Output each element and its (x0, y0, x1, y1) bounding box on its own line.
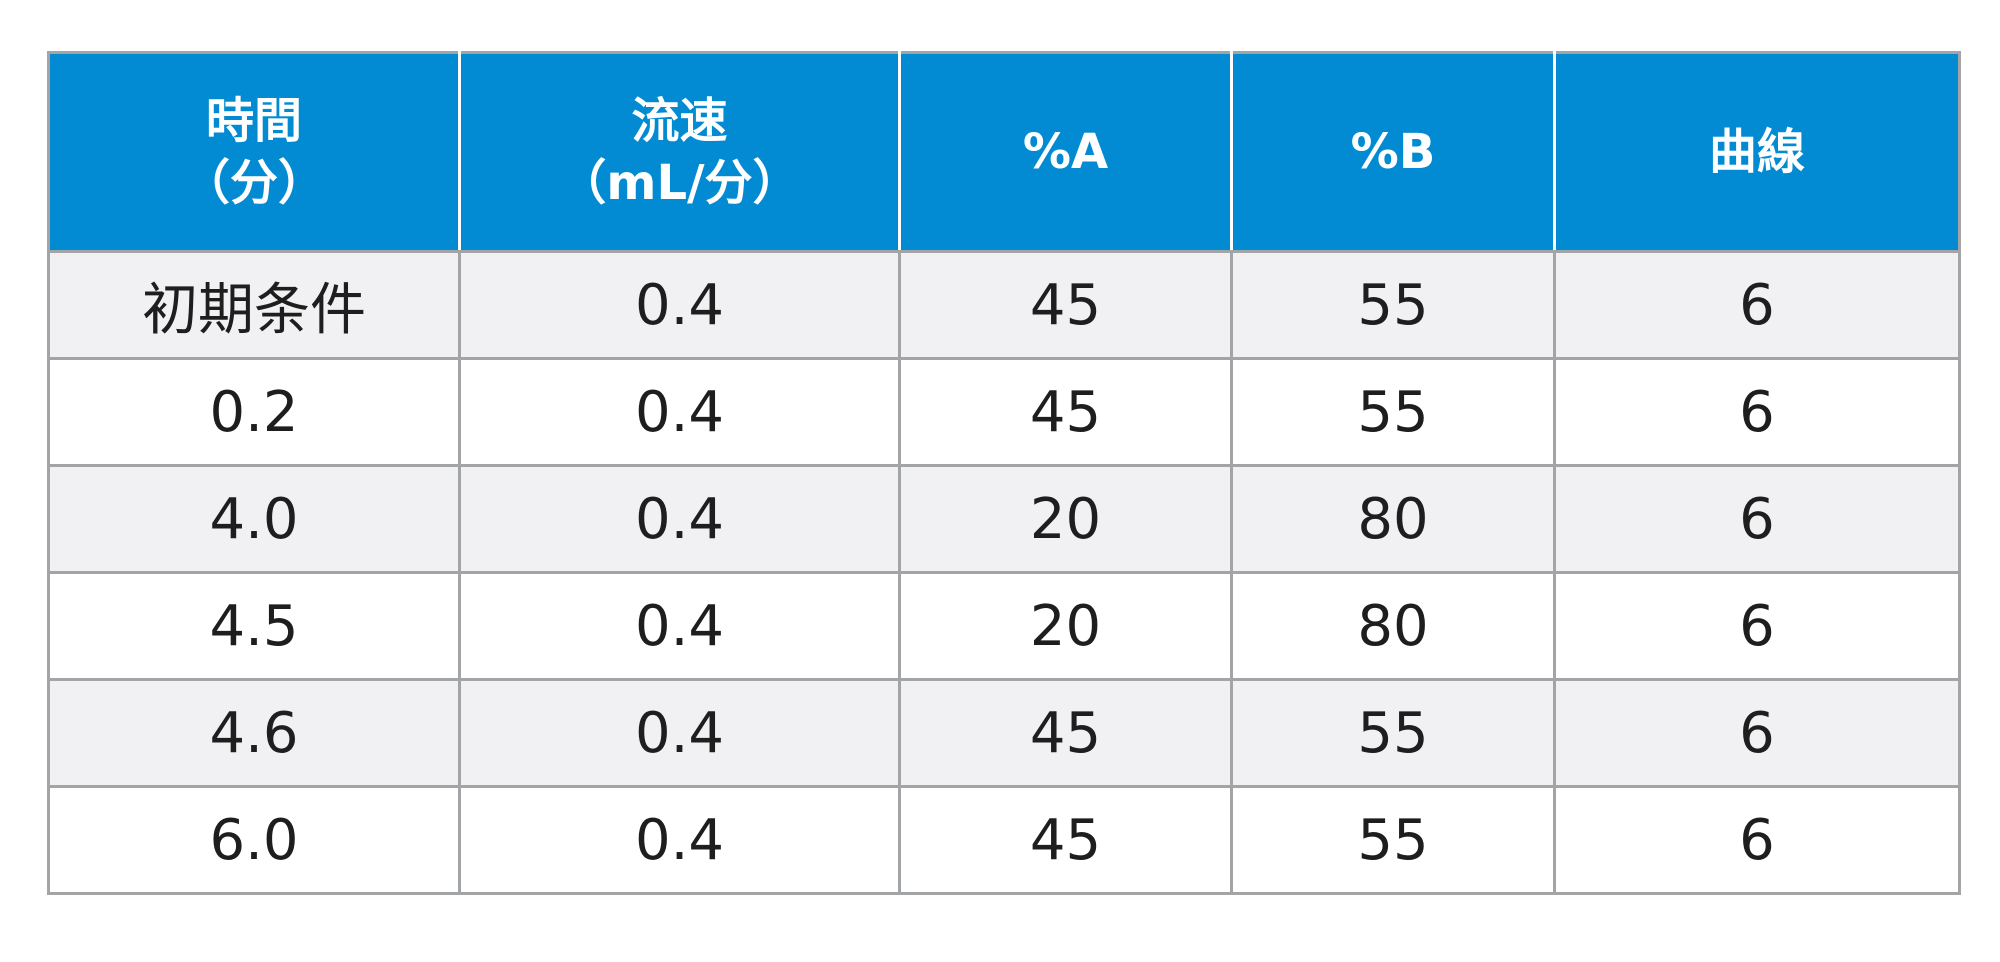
table-body: 初期条件 0.4 45 55 6 0.2 0.4 45 55 6 4.0 0.4… (47, 250, 1961, 895)
cell-flow-rate: 0.4 (458, 357, 901, 467)
cell-percent-b: 55 (1230, 678, 1556, 788)
cell-percent-b: 55 (1230, 357, 1556, 467)
header-percent-b-label: %B (1350, 124, 1436, 180)
cell-flow-rate: 0.4 (458, 785, 901, 895)
cell-curve: 6 (1553, 571, 1961, 681)
gradient-table-container: 時間 （分） 流速 （mL/分） %A %B 曲線 初 (47, 51, 1961, 895)
cell-time: 4.6 (47, 678, 461, 788)
table-row: 4.6 0.4 45 55 6 (47, 678, 1961, 788)
table-row: 4.0 0.4 20 80 6 (47, 464, 1961, 574)
table-row: 4.5 0.4 20 80 6 (47, 571, 1961, 681)
cell-curve: 6 (1553, 250, 1961, 360)
header-time-unit: （分） (181, 155, 326, 211)
cell-curve: 6 (1553, 464, 1961, 574)
table-header: 時間 （分） 流速 （mL/分） %A %B 曲線 (47, 51, 1961, 253)
cell-percent-a: 45 (898, 678, 1233, 788)
cell-flow-rate: 0.4 (458, 250, 901, 360)
cell-flow-rate: 0.4 (458, 571, 901, 681)
header-time: 時間 （分） (47, 51, 461, 253)
cell-percent-b: 55 (1230, 250, 1556, 360)
cell-percent-b: 80 (1230, 464, 1556, 574)
cell-percent-a: 45 (898, 785, 1233, 895)
header-flow-rate-label: 流速 (631, 93, 728, 149)
header-percent-a: %A (898, 51, 1233, 253)
header-curve-label: 曲線 (1708, 124, 1805, 180)
cell-percent-a: 20 (898, 571, 1233, 681)
cell-percent-a: 45 (898, 357, 1233, 467)
table-row: 0.2 0.4 45 55 6 (47, 357, 1961, 467)
header-time-label: 時間 (205, 93, 302, 149)
gradient-table: 時間 （分） 流速 （mL/分） %A %B 曲線 初 (47, 51, 1961, 895)
cell-percent-a: 45 (898, 250, 1233, 360)
cell-curve: 6 (1553, 357, 1961, 467)
cell-curve: 6 (1553, 678, 1961, 788)
header-curve: 曲線 (1553, 51, 1961, 253)
header-percent-a-label: %A (1022, 124, 1109, 180)
cell-time: 4.0 (47, 464, 461, 574)
table-row: 6.0 0.4 45 55 6 (47, 785, 1961, 895)
cell-time: 初期条件 (47, 250, 461, 360)
header-row: 時間 （分） 流速 （mL/分） %A %B 曲線 (47, 51, 1961, 253)
cell-curve: 6 (1553, 785, 1961, 895)
table-row: 初期条件 0.4 45 55 6 (47, 250, 1961, 360)
cell-time: 6.0 (47, 785, 461, 895)
cell-time: 4.5 (47, 571, 461, 681)
cell-flow-rate: 0.4 (458, 678, 901, 788)
cell-percent-b: 80 (1230, 571, 1556, 681)
cell-flow-rate: 0.4 (458, 464, 901, 574)
cell-time: 0.2 (47, 357, 461, 467)
header-flow-rate: 流速 （mL/分） (458, 51, 901, 253)
header-percent-b: %B (1230, 51, 1556, 253)
cell-percent-b: 55 (1230, 785, 1556, 895)
cell-percent-a: 20 (898, 464, 1233, 574)
header-flow-rate-unit: （mL/分） (558, 155, 801, 211)
